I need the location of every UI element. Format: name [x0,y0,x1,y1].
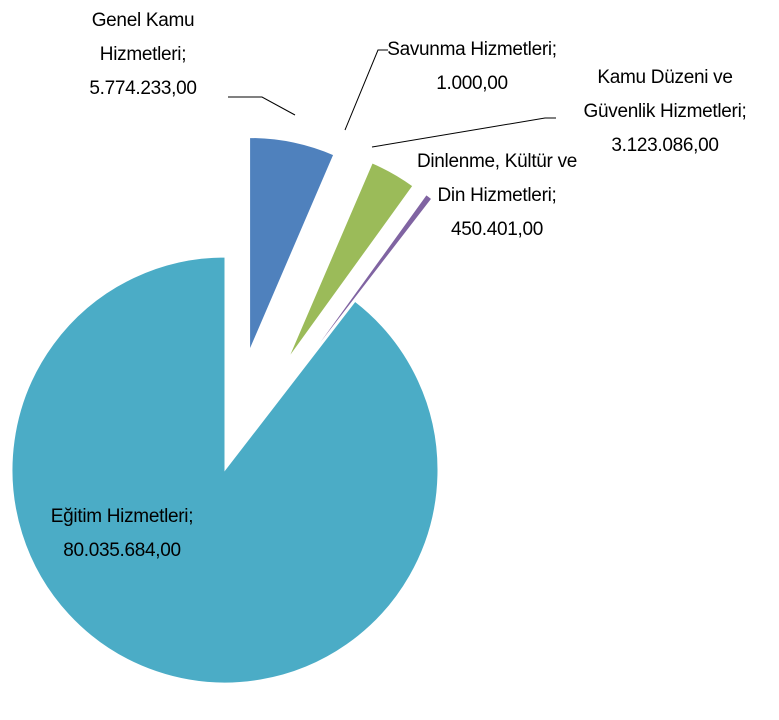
pie-slice [287,162,414,359]
slice-name: Savunma Hizmetleri; [387,39,557,60]
pie-slice [249,137,335,351]
leader-line [228,96,296,116]
slice-value: 80.035.684,00 [63,540,181,561]
data-label: Savunma Hizmetleri; 1.000,00 [377,33,567,101]
slice-name: Genel Kamu Hizmetleri; [91,10,195,65]
data-label: Kamu Düzeni ve Güvenlik Hizmetleri; 3.123… [560,61,770,163]
pie-slice [301,194,433,368]
slice-value: 1.000,00 [436,73,508,94]
slice-name: Eğitim Hizmetleri; [50,506,194,527]
leader-line [371,117,556,148]
pie-slice [11,256,439,684]
data-label: Dinlenme, Kültür ve Din Hizmetleri; 450.4… [402,145,592,247]
slice-name: Kamu Düzeni ve Güvenlik Hizmetleri; [583,67,747,122]
leader-lines [228,49,556,148]
data-label: Genel Kamu Hizmetleri; 5.774.233,00 [68,4,218,106]
slice-name: Dinlenme, Kültür ve Din Hizmetleri; [416,151,578,206]
slice-value: 3.123.086,00 [611,135,719,156]
slice-value: 5.774.233,00 [89,78,197,99]
slice-value: 450.401,00 [450,219,544,240]
data-label: Eğitim Hizmetleri; 80.035.684,00 [12,500,232,568]
leader-line [344,49,388,131]
pie-slice [275,156,361,353]
